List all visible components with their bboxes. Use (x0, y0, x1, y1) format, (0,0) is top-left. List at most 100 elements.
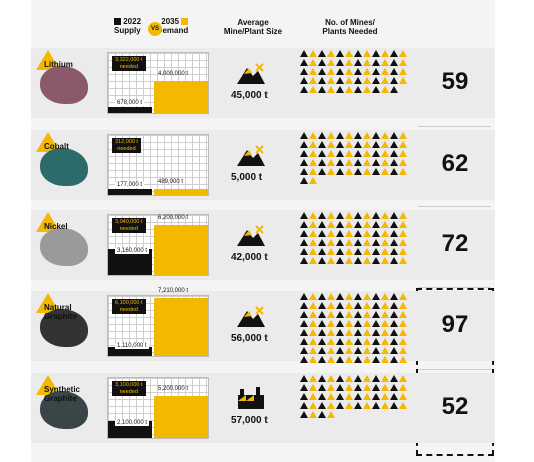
mine-pictogram-icon (336, 329, 344, 336)
mine-pictogram-icon (318, 86, 326, 93)
mine-pictogram-icon (399, 375, 407, 382)
needed-amount: 3,100,000 t (115, 382, 143, 388)
mine-pictogram-icon (390, 150, 398, 157)
needed-amount: 3,040,000 t (115, 219, 143, 225)
mine-pictogram-icon (345, 393, 353, 400)
legend-year-demand: 2035 (161, 17, 180, 26)
mineral-name: Natural Graphite (44, 303, 77, 321)
needed-amount: 6,100,000 t (115, 300, 143, 306)
mine-pictogram-icon (390, 141, 398, 148)
mine-pictogram-icon (318, 212, 326, 219)
mine-pictogram-icon (318, 168, 326, 175)
mine-pictogram-icon (327, 212, 335, 219)
mine-pictogram-icon (345, 212, 353, 219)
mine-pictogram-icon (300, 177, 308, 184)
mine-pictogram-icon (300, 338, 308, 345)
mine-pictogram-icon (309, 168, 317, 175)
mine-pictogram-icon (336, 347, 344, 354)
mine-size-value: 5,000 t (231, 172, 263, 183)
mine-pictogram-icon (372, 302, 380, 309)
mine-pictogram-icon (336, 221, 344, 228)
mineral-name: Cobalt (44, 142, 69, 151)
mine-pictogram-icon (309, 77, 317, 84)
mine-pictogram-icon (372, 347, 380, 354)
mine-pictogram-icon (354, 347, 362, 354)
mine-pictogram-icon (327, 221, 335, 228)
mine-pictogram-icon (345, 221, 353, 228)
supply-label: 2,100,000 t (115, 419, 150, 426)
mine-pictogram-icon (345, 132, 353, 139)
mine-pictogram-icon (327, 150, 335, 157)
mine-pictogram-icon (399, 141, 407, 148)
mine-pictogram-icon (345, 402, 353, 409)
mine-pictogram-icon (399, 159, 407, 166)
mine-pictogram-icon (390, 77, 398, 84)
mine-pictogram-icon (363, 150, 371, 157)
legend-header: 2022 2035 Supply Demand (114, 17, 204, 35)
mine-pictogram-icon (318, 159, 326, 166)
mine-pictogram-icon (327, 347, 335, 354)
mine-pictogram-icon (372, 230, 380, 237)
mine-pictogram-icon (318, 248, 326, 255)
mine-pictogram-icon (345, 50, 353, 57)
mine-pictogram-icon (372, 393, 380, 400)
mine-pictogram-icon (300, 356, 308, 363)
mine-pictogram-icon (363, 257, 371, 264)
mine-pictogram-icon (327, 293, 335, 300)
mine-pictogram-icon (381, 293, 389, 300)
mine-pictogram-icon (309, 293, 317, 300)
mine-pictogram-icon (309, 86, 317, 93)
mine-pictogram-icon (390, 68, 398, 75)
mine-pictogram-icon (354, 257, 362, 264)
mine-pictogram-icon (345, 239, 353, 246)
needed-word: needed (119, 63, 138, 70)
supply-label: 678,000 t (115, 100, 145, 106)
mine-icon (236, 224, 266, 246)
mine-pictogram-icon (363, 159, 371, 166)
mine-pictogram-icon (381, 50, 389, 57)
mine-pictogram-icon (381, 356, 389, 363)
mine-icon (236, 144, 266, 166)
mine-pictogram-icon (309, 402, 317, 409)
mine-pictogram-icon (345, 150, 353, 157)
mine-pictogram-icon (300, 77, 308, 84)
mine-pictogram-icon (354, 59, 362, 66)
mine-pictogram-icon (372, 132, 380, 139)
mine-icon (236, 305, 266, 327)
mine-pictogram-icon (327, 375, 335, 382)
needed-word: needed (117, 145, 136, 152)
mine-pictogram-icon (390, 86, 398, 93)
mine-pictogram-icon (318, 257, 326, 264)
mine-pictogram-icon (327, 86, 335, 93)
mine-pictogram-icon (372, 320, 380, 327)
mine-pictogram-icon (363, 239, 371, 246)
mine-pictogram-icon (336, 375, 344, 382)
mine-pictogram-icon (381, 59, 389, 66)
mine-pictogram-icon (390, 59, 398, 66)
mine-pictogram-icon (399, 50, 407, 57)
mine-pictogram-icon (300, 293, 308, 300)
mine-pictogram-icon (309, 329, 317, 336)
mine-pictogram-icon (345, 230, 353, 237)
mineral-name: Nickel (44, 222, 68, 231)
mine-pictogram-icon (399, 212, 407, 219)
mine-pictogram-icon (300, 329, 308, 336)
mine-pictogram-icon (372, 239, 380, 246)
mine-pictogram-icon (336, 132, 344, 139)
mine-pictogram-icon (300, 347, 308, 354)
mine-pictogram-icon (381, 347, 389, 354)
mine-pictogram-icon (318, 338, 326, 345)
mine-pictogram-icon (300, 402, 308, 409)
mines-needed-count: 97 (441, 311, 469, 338)
mine-pictogram-icon (300, 375, 308, 382)
mine-pictogram-icon (354, 402, 362, 409)
mine-pictogram-icon (300, 384, 308, 391)
mine-pictogram-icon (309, 230, 317, 237)
mine-pictogram-icon (372, 338, 380, 345)
mine-pictogram-icon (354, 141, 362, 148)
supply-bar (108, 107, 152, 113)
needed-callout: 312,000 t needed (112, 138, 141, 153)
accent-triangle (36, 50, 60, 70)
mine-pictogram-icon (354, 212, 362, 219)
mine-pictogram-icon (363, 293, 371, 300)
